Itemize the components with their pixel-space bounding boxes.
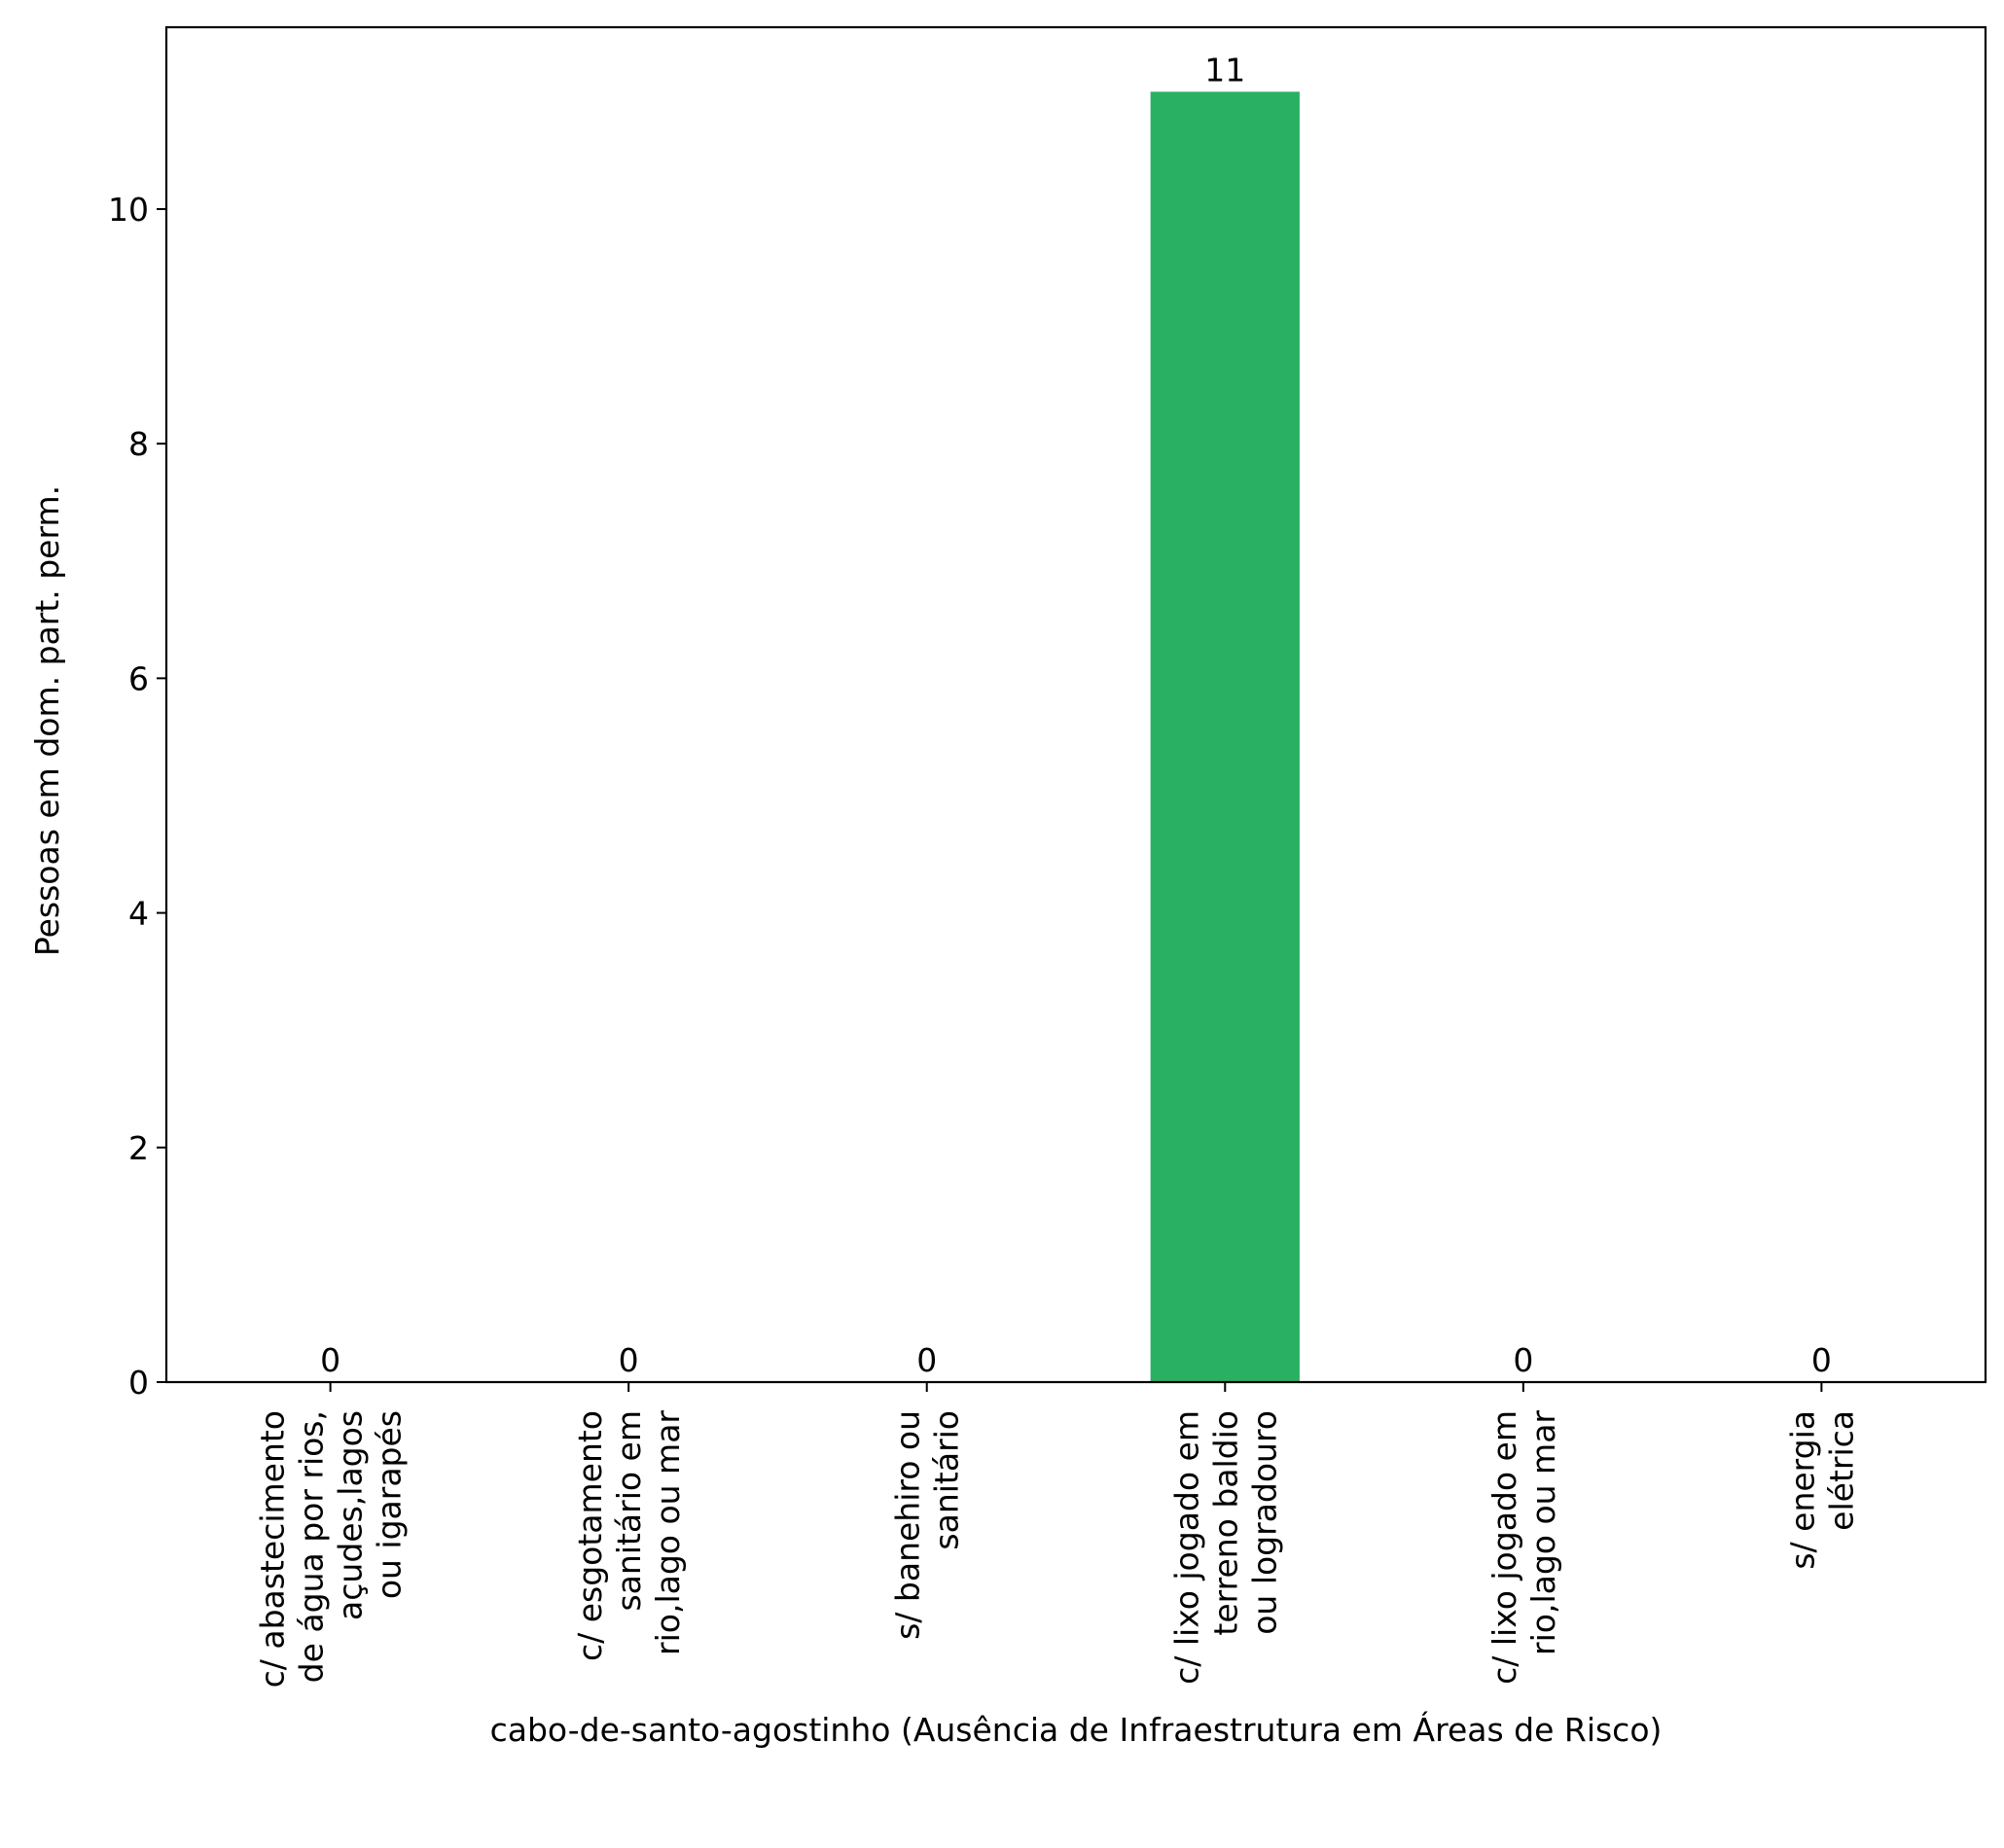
bar-value-label: 0 (1811, 1341, 1832, 1379)
y-tick-label: 8 (128, 425, 149, 463)
bar-value-label: 0 (1513, 1341, 1533, 1379)
x-tick-label-line: s/ banehiro ou (889, 1410, 927, 1640)
x-tick-label-line: sanitário (928, 1410, 966, 1550)
bars-layer: 0 0 0 11 0 0 (320, 51, 1832, 1382)
y-tick-label: 0 (128, 1364, 149, 1402)
x-tick-label-line: sanitário em (610, 1410, 648, 1612)
x-tick-label: c/ abastecimento de água por rios, açudes,… (254, 1410, 409, 1688)
x-tick-label-line: c/ esgotamento (571, 1410, 609, 1661)
bar-value-label: 0 (619, 1341, 639, 1379)
x-tick-label-line: terreno baldio (1206, 1410, 1244, 1636)
plot-frame (164, 25, 1987, 1384)
x-tick-label-line: s/ energia (1783, 1410, 1821, 1570)
x-tick-label: s/ energia elétrica (1783, 1410, 1860, 1570)
y-axis-title: Pessoas em dom. part. perm. (28, 485, 66, 956)
bar (1150, 91, 1300, 1382)
x-axis-title: cabo-de-santo-agostinho (Ausência de Inf… (490, 1710, 1663, 1749)
x-tick-label: s/ banehiro ou sanitário (889, 1410, 966, 1640)
x-tick-label-line: c/ lixo jogado em (1485, 1410, 1523, 1685)
x-tick-label-line: elétrica (1822, 1410, 1860, 1531)
x-tick-label-line: c/ lixo jogado em (1167, 1410, 1205, 1685)
x-tick-label-line: rio,lago ou mar (649, 1410, 687, 1655)
x-tick-label: c/ lixo jogado em rio,lago ou mar (1485, 1410, 1562, 1685)
y-tick-label: 2 (128, 1129, 149, 1167)
bar-value-label: 0 (320, 1341, 340, 1379)
bar-value-label: 0 (916, 1341, 937, 1379)
x-tick-label-line: c/ abastecimento (254, 1410, 292, 1688)
x-tick-label: c/ esgotamento sanitário em rio,lago ou ma… (571, 1410, 687, 1661)
x-tick-label-line: ou logradouro (1245, 1410, 1283, 1635)
bar-value-label: 11 (1204, 51, 1245, 89)
y-tick-label: 6 (128, 659, 149, 697)
x-tick-label-line: de água por rios, (293, 1410, 331, 1683)
axes-layer: 0 2 4 6 8 10 c/ abastecimento de água por rios,… (108, 25, 1987, 1688)
x-tick-label-line: açudes,lagos (332, 1410, 370, 1620)
x-tick-label-line: ou igarapés (371, 1410, 409, 1599)
y-tick-label: 10 (108, 191, 149, 229)
x-tick-label: c/ lixo jogado em terreno baldio ou lograd… (1167, 1410, 1283, 1685)
y-tick-label: 4 (128, 895, 149, 933)
x-tick-label-line: rio,lago ou mar (1524, 1410, 1562, 1655)
